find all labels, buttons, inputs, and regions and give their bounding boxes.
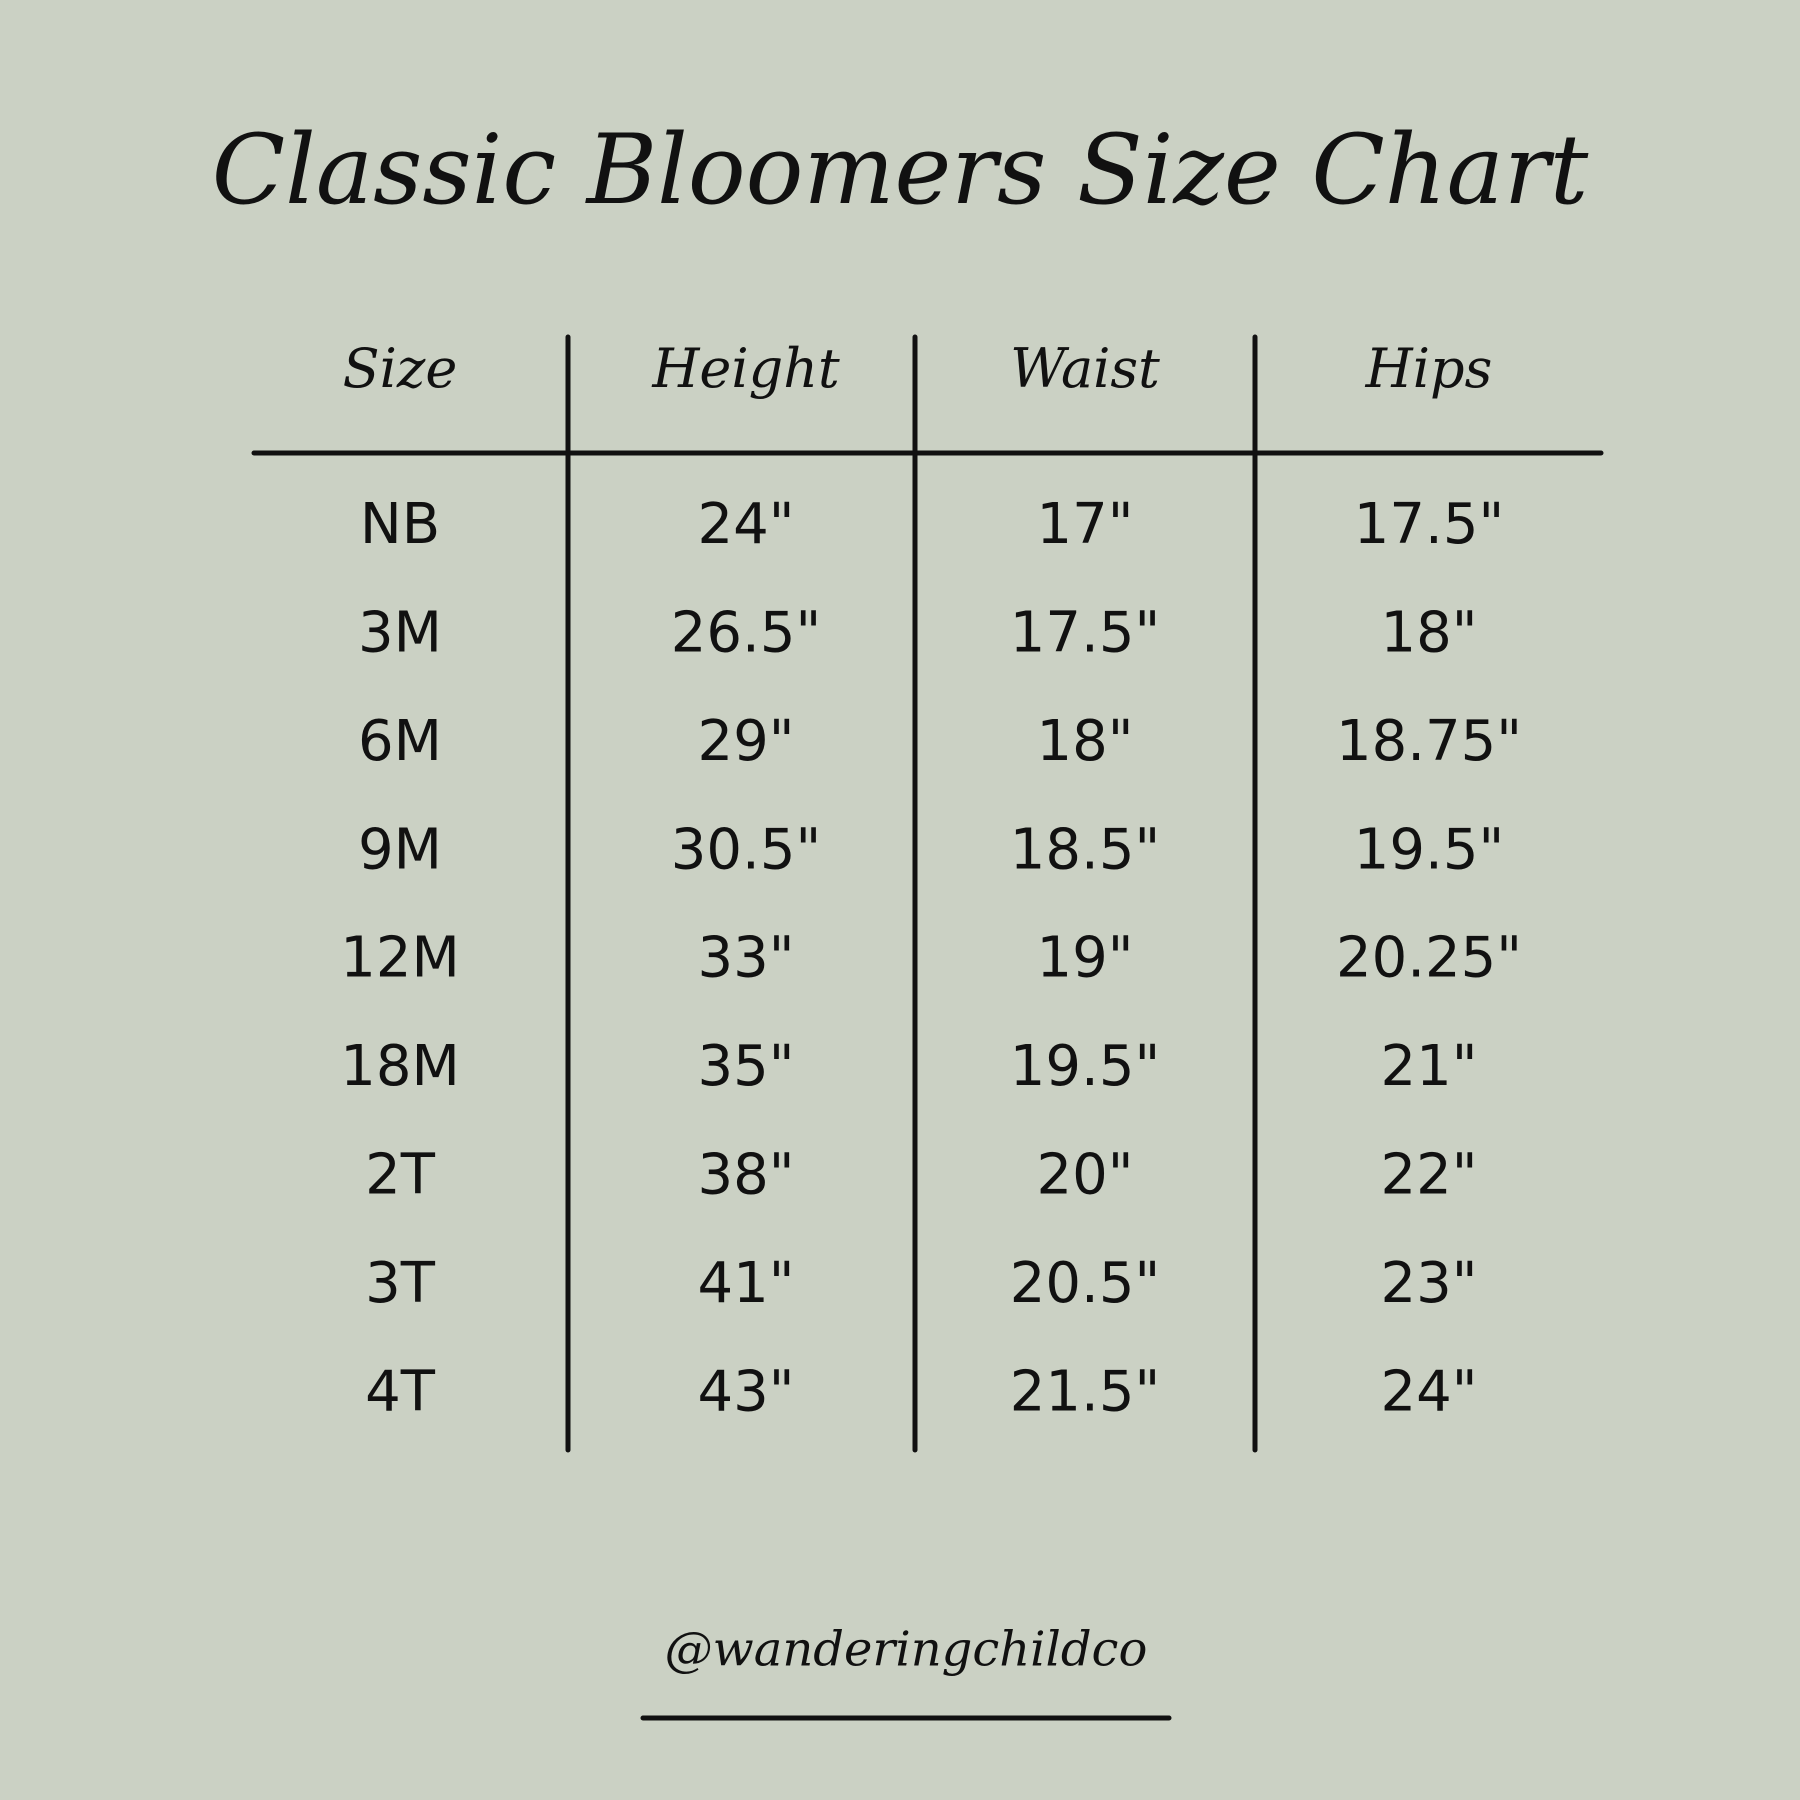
cell: 33": [697, 926, 794, 991]
cell: 35": [697, 1034, 794, 1099]
cell: 24": [1380, 1359, 1477, 1424]
cell: 38": [697, 1143, 794, 1208]
cell: 22": [1380, 1143, 1477, 1208]
cell: 18.5": [1010, 817, 1160, 882]
cell: 3T: [365, 1251, 436, 1316]
cell: 20": [1036, 1143, 1133, 1208]
title: Classic Bloomers Size Chart: [212, 114, 1589, 226]
cell: 20.5": [1010, 1251, 1160, 1316]
cell: 18M: [340, 1034, 460, 1099]
cell: 17.5": [1354, 492, 1504, 557]
column-header: Size: [343, 337, 458, 400]
cell: NB: [360, 492, 440, 557]
cell: 21": [1380, 1034, 1477, 1099]
cell: 18": [1380, 601, 1477, 666]
cell: 2T: [365, 1143, 436, 1208]
cell: 24": [697, 492, 794, 557]
cell: 4T: [365, 1359, 436, 1424]
cell: 43": [697, 1359, 794, 1424]
handle: @wanderingchildco: [665, 1622, 1148, 1678]
cell: 23": [1380, 1251, 1477, 1316]
cell: 12M: [340, 926, 460, 991]
cell: 30.5": [671, 817, 821, 882]
cell: 26.5": [671, 601, 821, 666]
column-header: Height: [651, 337, 840, 400]
cell: 18.75": [1336, 709, 1522, 774]
cell: 19.5": [1354, 817, 1504, 882]
cell: 17.5": [1010, 601, 1160, 666]
cell: 21.5": [1010, 1359, 1160, 1424]
cell: 17": [1036, 492, 1133, 557]
cell: 3M: [358, 601, 442, 666]
column-header: Hips: [1365, 337, 1493, 400]
cell: 29": [697, 709, 794, 774]
cell: 19.5": [1010, 1034, 1160, 1099]
cell: 6M: [358, 709, 442, 774]
cell: 41": [697, 1251, 794, 1316]
column-header: Waist: [1010, 337, 1160, 400]
cell: 9M: [358, 817, 442, 882]
cell: 20.25": [1336, 926, 1522, 991]
cell: 18": [1036, 709, 1133, 774]
cell: 19": [1036, 926, 1133, 991]
